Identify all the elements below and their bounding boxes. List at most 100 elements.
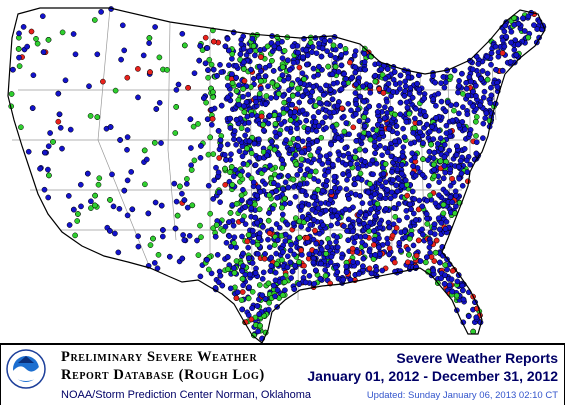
wind-report-dot [365,189,372,196]
wind-report-dot [460,296,467,303]
tornado-report-dot [415,206,422,213]
wind-report-dot [337,43,344,49]
wind-report-dot [280,186,286,192]
wind-report-dot [447,166,454,173]
hail-report-dot [189,202,196,209]
tornado-report-dot [415,237,422,244]
wind-report-dot [520,15,526,22]
wind-report-dot [188,162,194,169]
hail-report-dot [279,165,285,171]
wind-report-dot [396,240,403,246]
wind-report-dot [372,72,378,79]
tornado-report-dot [304,234,311,241]
wind-report-dot [432,79,438,86]
wind-report-dot [416,119,423,126]
wind-report-dot [429,123,435,130]
wind-report-dot [371,143,378,150]
wind-report-dot [249,35,256,42]
wind-report-dot [197,273,204,280]
hail-report-dot [420,156,426,162]
wind-report-dot [233,116,240,123]
wind-report-dot [401,93,408,99]
wind-report-dot [297,80,304,86]
wind-report-dot [256,235,262,241]
wind-report-dot [437,135,444,142]
hail-report-dot [225,266,231,272]
hail-report-dot [256,90,263,97]
wind-report-dot [423,254,430,261]
wind-report-dot [338,62,345,69]
wind-report-dot [268,262,275,269]
wind-report-dot [343,186,350,192]
wind-report-dot [266,62,273,69]
wind-report-dot [187,116,194,123]
hail-report-dot [252,201,258,208]
wind-report-dot [262,251,268,257]
hail-report-dot [293,161,300,168]
hail-report-dot [265,217,272,224]
wind-report-dot [67,126,74,133]
wind-report-dot [257,47,264,53]
hail-report-dot [406,235,413,242]
wind-report-dot [246,284,252,291]
wind-report-dot [430,267,437,274]
hail-report-dot [248,150,255,157]
wind-report-dot [380,170,387,177]
wind-report-dot [384,149,391,156]
tornado-report-dot [393,225,400,231]
hail-report-dot [453,292,460,299]
hail-report-dot [276,90,282,97]
wind-report-dot [329,161,336,168]
wind-report-dot [316,100,323,106]
hail-report-dot [190,123,197,130]
wind-report-dot [10,66,16,73]
hail-report-dot [269,57,275,64]
wind-report-dot [184,204,191,211]
hail-report-dot [250,43,257,49]
wind-report-dot [395,201,402,207]
wind-report-dot [70,31,77,37]
wind-report-dot [116,205,123,212]
wind-report-dot [430,72,436,79]
wind-report-dot [208,270,215,277]
wind-report-dot [427,239,434,246]
wind-report-dot [443,130,450,136]
wind-report-dot [441,141,448,148]
hail-report-dot [289,92,296,99]
hail-report-dot [74,218,81,224]
wind-report-dot [372,252,379,258]
wind-report-dot [72,51,79,58]
hail-report-dot [256,206,263,213]
hail-report-dot [325,63,332,70]
wind-report-dot [179,255,186,262]
wind-report-dot [291,109,298,115]
wind-report-dot [266,210,272,216]
wind-report-dot [443,218,450,225]
wind-report-dot [321,172,328,179]
wind-report-dot [404,104,411,111]
wind-report-dot [236,136,242,143]
wind-report-dot [242,221,249,227]
hail-report-dot [239,275,246,282]
hail-report-dot [244,145,250,152]
wind-report-dot [362,123,368,129]
hail-report-dot [330,42,337,49]
wind-report-dot [158,202,165,209]
wind-report-dot [373,267,380,274]
wind-report-dot [291,251,297,258]
wind-report-dot [331,173,338,180]
wind-report-dot [338,86,345,93]
wind-report-dot [360,255,367,262]
wind-report-dot [459,70,465,77]
hail-report-dot [292,215,299,221]
wind-report-dot [399,170,405,177]
hail-report-dot [16,63,23,69]
wind-report-dot [394,166,401,173]
tornado-report-dot [266,230,273,237]
wind-report-dot [278,121,285,127]
wind-report-dot [153,106,160,112]
wind-report-dot [425,182,432,189]
hail-report-dot [197,222,203,229]
hail-report-dot [245,232,252,238]
hail-report-dot [241,109,248,116]
